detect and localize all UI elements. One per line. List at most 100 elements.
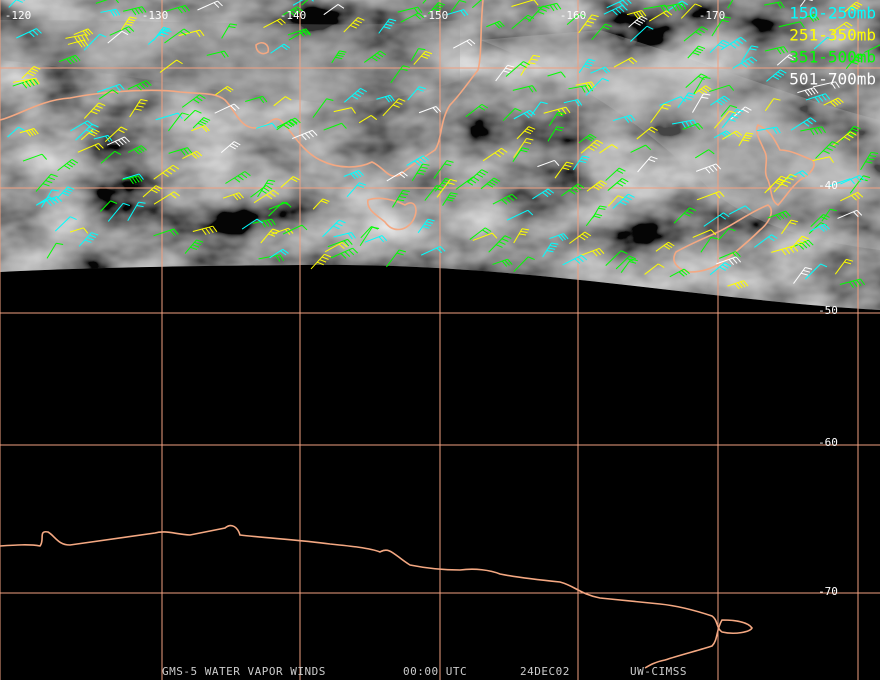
barb-staff	[812, 156, 830, 162]
barb-tick	[387, 21, 395, 24]
barb-tick	[389, 94, 395, 102]
barb-tick	[84, 122, 91, 128]
barb-tick	[31, 68, 39, 72]
wind-barb	[364, 235, 388, 243]
barb-staff	[410, 48, 419, 62]
wind-barb	[100, 8, 121, 17]
barb-tick	[450, 192, 458, 195]
barb-tick	[660, 5, 666, 13]
barb-tick	[86, 237, 94, 241]
barb-tick	[93, 108, 101, 112]
wind-barb	[655, 241, 675, 252]
barb-tick	[444, 163, 452, 167]
barb-tick	[650, 156, 658, 160]
barb-tick	[66, 163, 73, 168]
wind-barb	[815, 141, 839, 159]
barb-tick	[501, 199, 508, 205]
barb-tick	[830, 82, 836, 89]
longitude-labels: -120 -130 -140 -150 -160 -170	[5, 9, 726, 22]
barb-tick	[170, 193, 177, 199]
wind-barb	[502, 108, 522, 122]
barb-tick	[279, 18, 286, 24]
barb-tick	[710, 236, 718, 240]
legend-entry: 351-500mb	[789, 48, 876, 67]
barb-tick	[634, 21, 641, 26]
barb-tick	[27, 72, 34, 77]
barb-tick	[438, 2, 446, 6]
barb-tick	[16, 0, 23, 3]
wind-barb	[364, 50, 387, 63]
barb-tick	[90, 130, 98, 135]
barb-tick	[855, 56, 863, 60]
barb-tick	[561, 108, 567, 115]
barb-tick	[499, 20, 505, 27]
barb-tick	[528, 126, 536, 130]
barb-tick	[112, 9, 118, 17]
barb-tick	[296, 6, 304, 12]
wind-barb	[505, 61, 530, 77]
wind-barb	[692, 93, 711, 113]
wind-barb	[418, 106, 442, 114]
barb-tick	[787, 56, 794, 61]
barb-tick	[781, 249, 787, 256]
barb-tick	[604, 66, 611, 73]
barb-tick	[36, 28, 42, 34]
wind-barb	[809, 223, 830, 232]
latitude-label: -70	[818, 585, 838, 598]
barb-tick	[134, 176, 140, 183]
barb-tick	[619, 180, 626, 185]
barb-tick	[627, 115, 633, 122]
barb-tick	[56, 242, 64, 245]
barb-tick	[422, 163, 430, 166]
barb-tick	[698, 75, 705, 81]
longitude-label: -140	[280, 9, 307, 22]
wind-barb	[628, 15, 648, 28]
barb-tick	[504, 235, 512, 239]
barb-tick	[125, 27, 131, 34]
barb-tick	[425, 50, 433, 55]
barb-tick	[85, 29, 91, 36]
barb-tick	[847, 133, 854, 139]
barb-tick	[335, 222, 343, 227]
barb-tick	[554, 160, 560, 167]
barb-tick	[265, 185, 273, 190]
barb-tick	[800, 272, 808, 276]
latitude-label: -60	[818, 436, 838, 449]
wind-barb	[98, 89, 119, 100]
barb-tick	[658, 263, 665, 268]
barb-tick	[280, 250, 287, 256]
wind-barb	[220, 141, 241, 153]
barb-tick	[590, 133, 597, 139]
barb-tick	[585, 63, 593, 67]
wind-barb	[95, 0, 119, 4]
barb-tick	[275, 255, 281, 262]
barb-tick	[28, 129, 34, 136]
wind-barb	[83, 33, 107, 51]
barb-tick	[804, 241, 811, 247]
barb-tick	[835, 98, 842, 105]
wind-barb	[677, 92, 696, 108]
barb-tick	[114, 150, 122, 155]
barb-tick	[704, 167, 711, 174]
barb-tick	[849, 7, 857, 12]
wind-barb	[268, 201, 292, 210]
barb-tick	[844, 261, 852, 265]
wind-barb	[590, 66, 611, 74]
barb-tick	[593, 215, 601, 219]
barb-tick	[87, 28, 94, 35]
barb-tick	[595, 249, 601, 256]
wind-barb	[400, 12, 425, 23]
barb-tick	[233, 141, 241, 146]
barb-tick	[266, 194, 273, 200]
barb-tick	[317, 261, 324, 266]
barb-tick	[484, 227, 492, 232]
barb-tick	[341, 242, 348, 248]
barb-tick	[722, 39, 730, 44]
wind-barb	[333, 232, 356, 240]
barb-tick	[49, 198, 56, 205]
barb-tick	[579, 13, 587, 18]
barb-staff	[718, 228, 730, 241]
barb-tick	[29, 79, 35, 86]
barb-tick	[61, 192, 69, 197]
barb-tick	[629, 255, 637, 260]
